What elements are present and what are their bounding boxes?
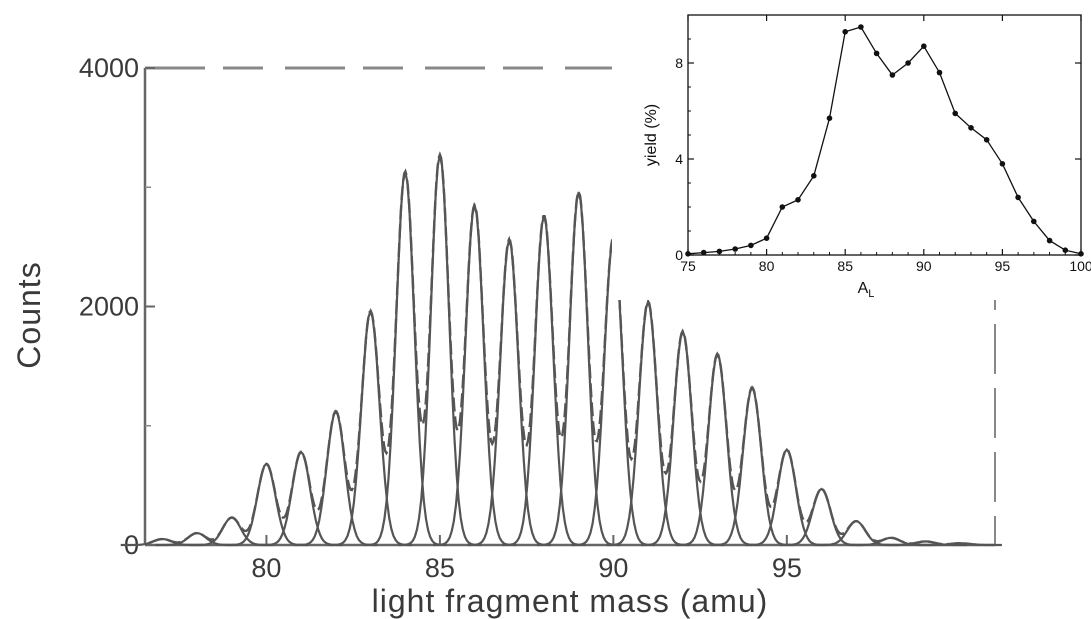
main-envelope-line	[148, 151, 982, 547]
inset-point-91	[936, 69, 943, 76]
inset-x-tick-label: 80	[759, 258, 775, 274]
main-peak-93	[675, 351, 760, 547]
inset-x-tick-label: 95	[995, 258, 1011, 274]
inset-point-84	[826, 115, 833, 121]
inset-point-96	[1015, 194, 1021, 201]
inset-point-97	[1031, 218, 1037, 225]
main-y-axis-label: Counts	[11, 261, 47, 368]
inset-point-75	[685, 251, 691, 257]
inset-x-tick-label: 75	[680, 258, 696, 274]
inset-point-77	[716, 248, 723, 255]
main-peak-79	[190, 516, 274, 547]
main-plot-area	[120, 151, 1002, 547]
main-peak-96	[779, 487, 864, 547]
main-x-ticks: 80 85 90 95	[251, 535, 802, 583]
inset-point-86	[858, 24, 864, 30]
inset-point-93	[968, 125, 974, 131]
inset-point-78	[732, 246, 738, 252]
main-x-tick-label: 80	[251, 553, 281, 583]
inset-point-87	[873, 50, 880, 57]
inset-point-89	[905, 60, 911, 66]
inset-point-98	[1046, 237, 1053, 244]
main-peak-81	[259, 450, 343, 547]
inset-series-line	[687, 26, 1082, 255]
inset-x-axis-label: AL	[858, 280, 875, 300]
main-peak-92	[641, 328, 725, 547]
main-y-tick-label: 2000	[79, 292, 139, 322]
inset-x-axis-label-sub: L	[868, 288, 874, 300]
inset-x-tick-label: 100	[1069, 258, 1091, 274]
main-x-tick-label: 90	[598, 553, 628, 583]
inset-point-88	[889, 72, 896, 78]
inset-y-tick-label: 4	[675, 151, 683, 167]
main-y-tick-label: 4000	[79, 53, 139, 83]
main-peak-89	[537, 191, 621, 547]
main-peak-86	[433, 204, 517, 547]
main-peak-99	[884, 540, 968, 547]
inset-point-99	[1062, 247, 1069, 253]
main-peak-91	[606, 298, 690, 547]
inset-y-axis-label: yield (%)	[643, 104, 660, 166]
inset-x-ticks: 75 80 85 90 95 100	[680, 15, 1091, 274]
inset-point-80	[763, 235, 770, 241]
main-x-tick-label: 85	[425, 553, 455, 583]
inset-point-94	[983, 137, 990, 143]
inset-point-81	[779, 204, 786, 210]
main-x-axis-label: light fragment mass (amu)	[372, 583, 769, 619]
inset-y-tick-label: 0	[675, 247, 683, 263]
inset-plot-area	[685, 24, 1084, 257]
inset-chart: 0 4 8 75 80 85 90 95 100 AL yield (%)	[612, 0, 1091, 300]
inset-point-83	[811, 173, 817, 179]
inset-x-tick-label: 85	[837, 258, 853, 274]
inset-point-95	[999, 161, 1006, 167]
inset-point-100	[1078, 251, 1084, 257]
inset-point-82	[795, 197, 801, 203]
main-peak-80	[224, 462, 309, 547]
main-peak-82	[294, 409, 378, 547]
inset-point-79	[748, 242, 754, 249]
inset-point-76	[700, 249, 707, 256]
inset-x-tick-label: 90	[916, 258, 932, 274]
main-chart: 0 2000 4000 80 85 90 95 light fragment mass (…	[11, 53, 1002, 619]
inset-background	[612, 0, 1091, 300]
main-peak-97	[814, 519, 898, 547]
inset-x-axis-label-main: A	[858, 280, 869, 297]
inset-point-92	[952, 110, 958, 117]
inset-y-tick-label: 8	[675, 55, 683, 71]
inset-point-85	[842, 29, 848, 35]
main-x-tick-label: 95	[772, 553, 802, 583]
inset-point-90	[921, 43, 927, 49]
main-peak-85	[398, 154, 482, 547]
